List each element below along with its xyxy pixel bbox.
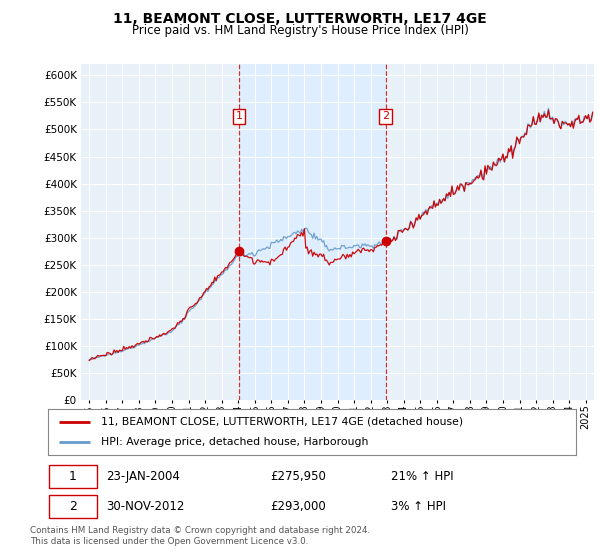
Text: 3% ↑ HPI: 3% ↑ HPI bbox=[391, 500, 446, 513]
Text: 30-NOV-2012: 30-NOV-2012 bbox=[106, 500, 184, 513]
Text: HPI: Average price, detached house, Harborough: HPI: Average price, detached house, Harb… bbox=[101, 437, 368, 447]
Text: £293,000: £293,000 bbox=[270, 500, 326, 513]
Text: 2: 2 bbox=[382, 111, 389, 122]
Text: Contains HM Land Registry data © Crown copyright and database right 2024.
This d: Contains HM Land Registry data © Crown c… bbox=[30, 526, 370, 546]
Text: 11, BEAMONT CLOSE, LUTTERWORTH, LE17 4GE: 11, BEAMONT CLOSE, LUTTERWORTH, LE17 4GE bbox=[113, 12, 487, 26]
FancyBboxPatch shape bbox=[49, 465, 97, 488]
FancyBboxPatch shape bbox=[49, 494, 97, 518]
Bar bbox=[239, 64, 386, 400]
Text: Price paid vs. HM Land Registry's House Price Index (HPI): Price paid vs. HM Land Registry's House … bbox=[131, 24, 469, 37]
Text: 1: 1 bbox=[236, 111, 243, 122]
Text: £275,950: £275,950 bbox=[270, 470, 326, 483]
Text: 23-JAN-2004: 23-JAN-2004 bbox=[106, 470, 180, 483]
Text: 2: 2 bbox=[69, 500, 77, 513]
Text: 1: 1 bbox=[69, 470, 77, 483]
Text: 21% ↑ HPI: 21% ↑ HPI bbox=[391, 470, 454, 483]
Text: 11, BEAMONT CLOSE, LUTTERWORTH, LE17 4GE (detached house): 11, BEAMONT CLOSE, LUTTERWORTH, LE17 4GE… bbox=[101, 417, 463, 427]
